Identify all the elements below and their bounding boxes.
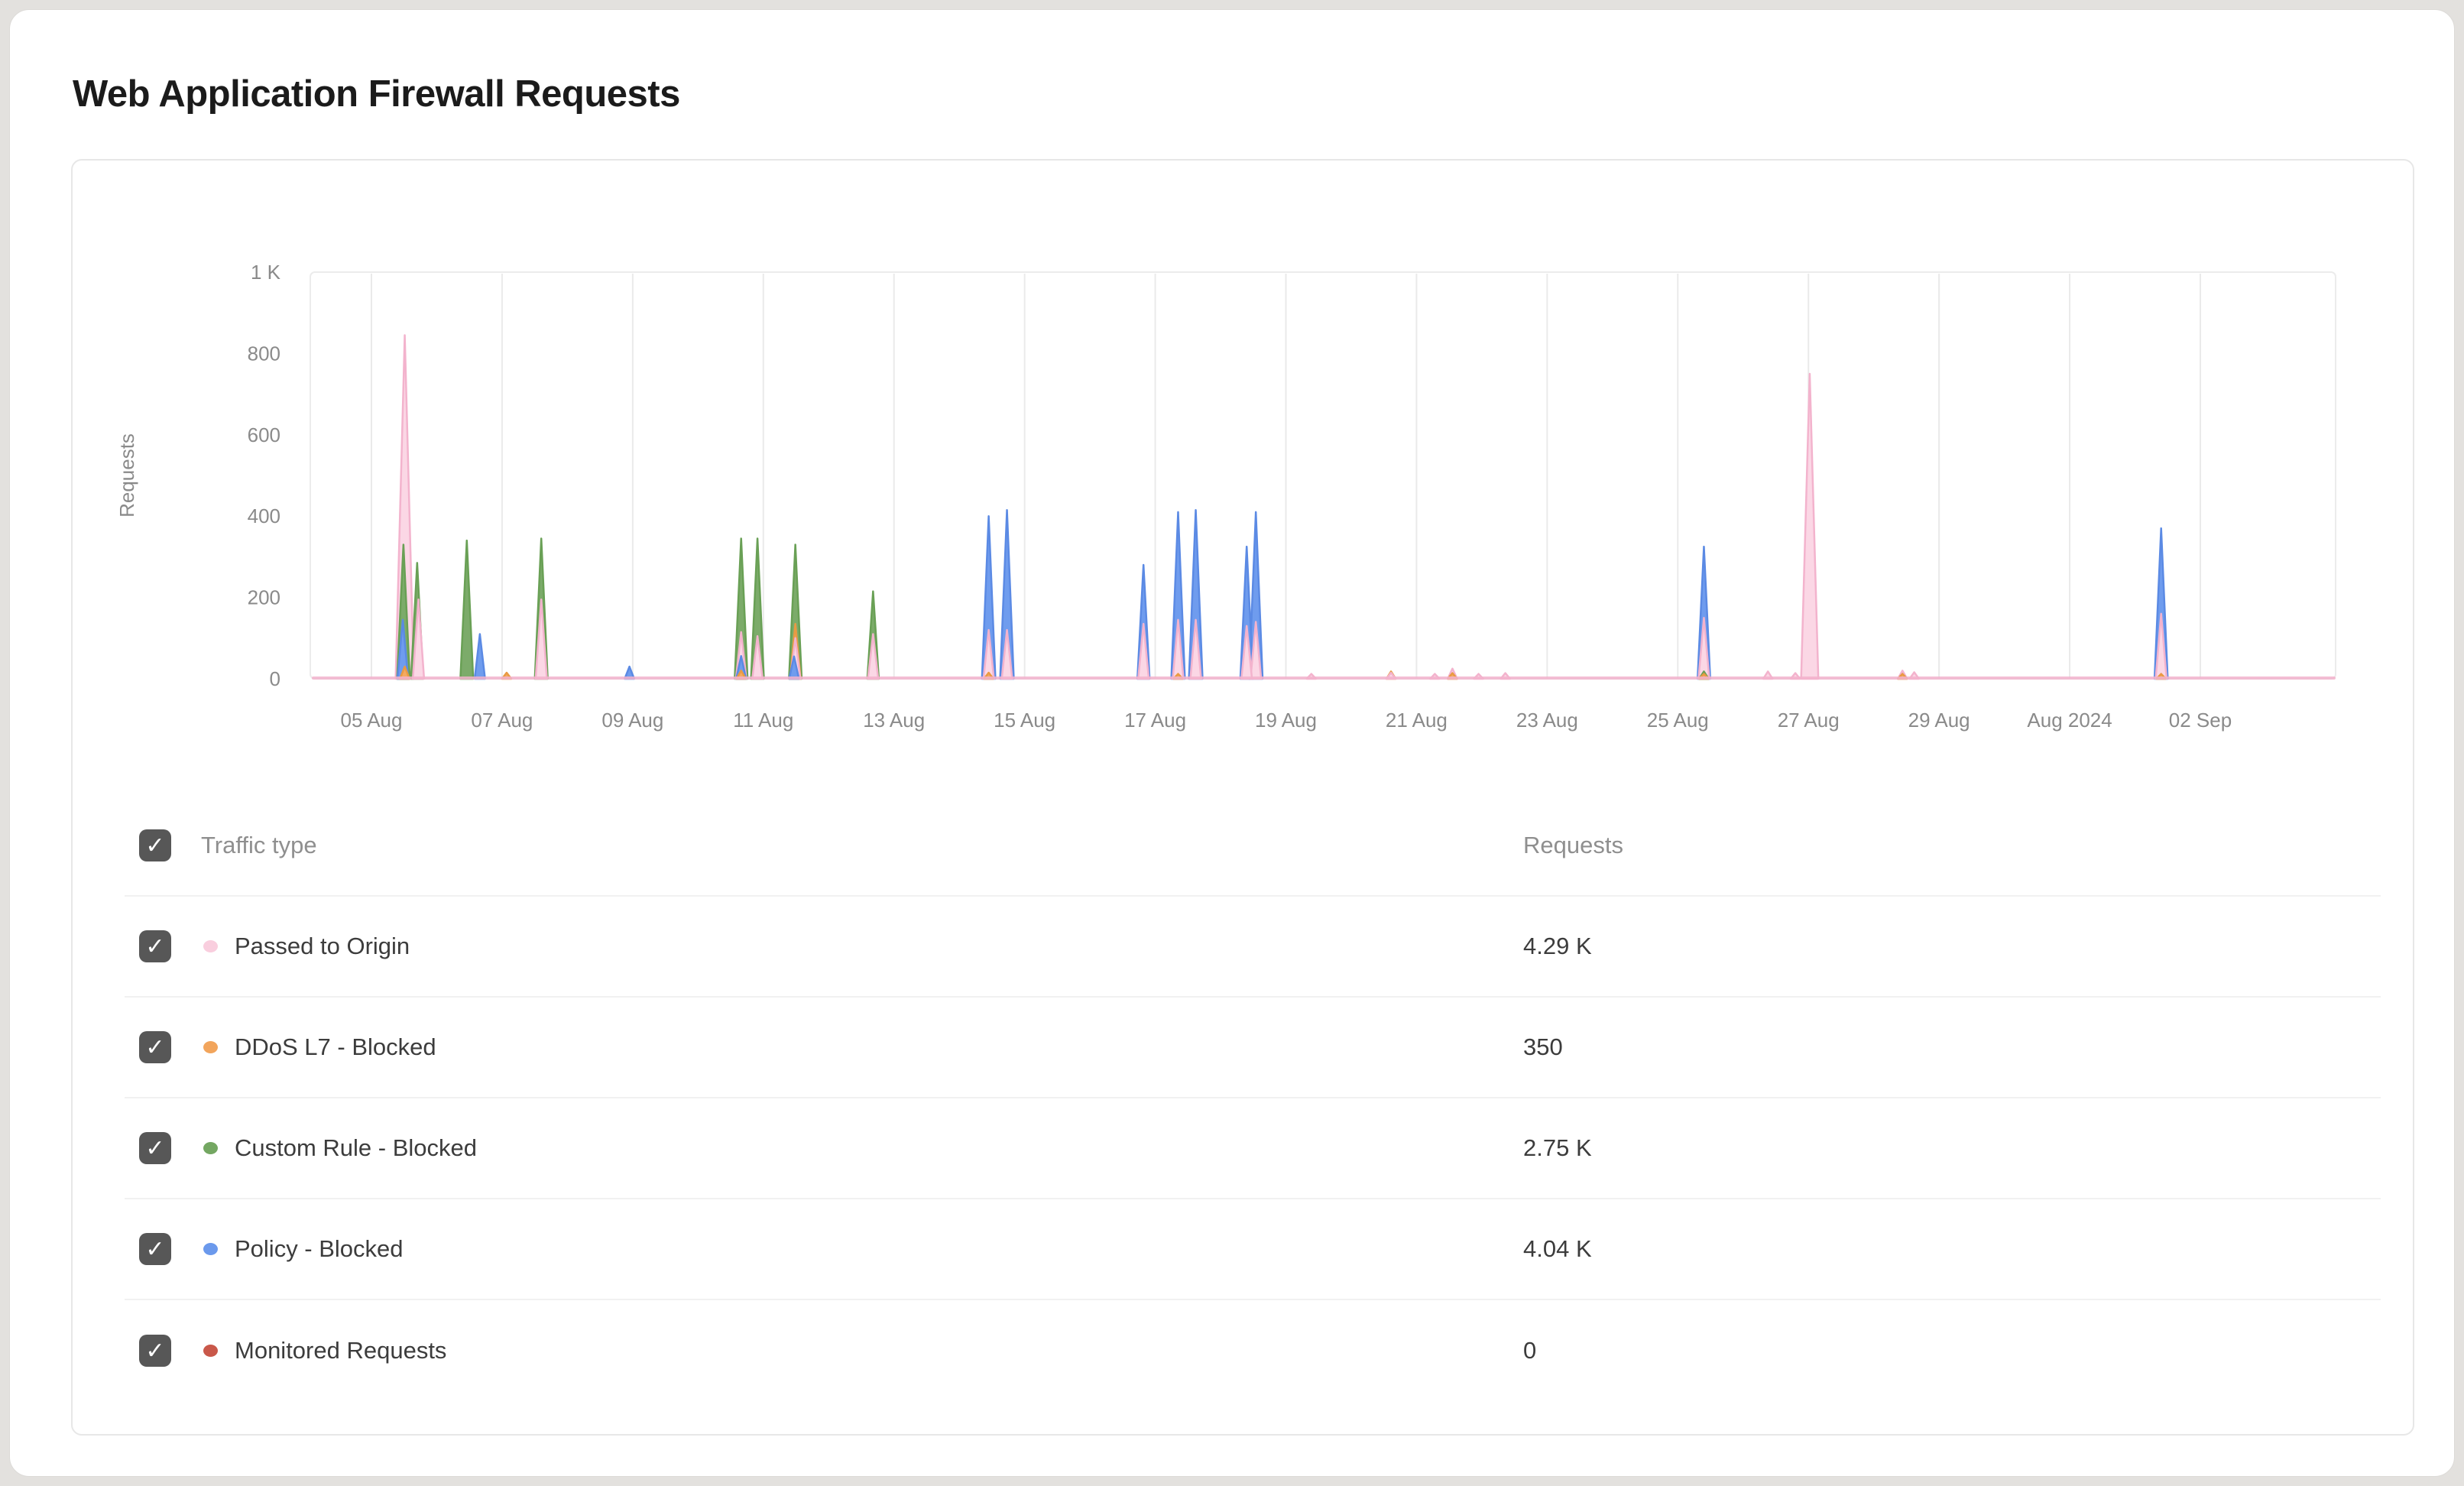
svg-text:25 Aug: 25 Aug	[1647, 709, 1709, 732]
svg-text:17 Aug: 17 Aug	[1124, 709, 1186, 732]
table-row-passed-to-origin[interactable]: ✓ Passed to Origin 4.29 K	[125, 897, 2381, 998]
svg-text:02 Sep: 02 Sep	[2169, 709, 2232, 732]
series-label: DDoS L7 - Blocked	[235, 1033, 436, 1060]
table-row-policy-blocked[interactable]: ✓ Policy - Blocked 4.04 K	[125, 1199, 2381, 1300]
table-row-custom-rule-blocked[interactable]: ✓ Custom Rule - Blocked 2.75 K	[125, 1098, 2381, 1199]
svg-text:0: 0	[270, 667, 280, 690]
svg-text:27 Aug: 27 Aug	[1778, 709, 1840, 732]
series-color-dot	[203, 940, 218, 952]
svg-text:11 Aug: 11 Aug	[733, 709, 793, 732]
series-request-count: 350	[1523, 1033, 1563, 1060]
svg-text:21 Aug: 21 Aug	[1386, 709, 1448, 732]
series-color-dot	[203, 1345, 218, 1357]
select-all-checkbox[interactable]: ✓	[139, 829, 171, 861]
svg-text:Aug 2024: Aug 2024	[2027, 709, 2112, 732]
row-checkbox[interactable]: ✓	[139, 1132, 171, 1164]
svg-text:Requests: Requests	[115, 433, 138, 518]
table-row-monitored-requests[interactable]: ✓ Monitored Requests 0	[125, 1300, 2381, 1401]
svg-text:07 Aug: 07 Aug	[471, 709, 533, 732]
series-label: Policy - Blocked	[235, 1235, 404, 1262]
chart-canvas: 05 Aug 07 Aug 09 Aug 11 Aug 13 Aug 15 Aug 17 A…	[115, 261, 2336, 732]
series-request-count: 2.75 K	[1523, 1134, 1592, 1161]
waf-requests-card: 05 Aug 07 Aug 09 Aug 11 Aug 13 Aug 15 Aug 17 A…	[71, 159, 2414, 1436]
row-checkbox[interactable]: ✓	[139, 1233, 171, 1265]
svg-text:29 Aug: 29 Aug	[1908, 709, 1970, 732]
svg-text:15 Aug: 15 Aug	[994, 709, 1055, 732]
series-request-count: 0	[1523, 1337, 1537, 1364]
series-request-count: 4.04 K	[1523, 1235, 1592, 1262]
series-label: Custom Rule - Blocked	[235, 1134, 478, 1161]
svg-text:400: 400	[248, 505, 280, 527]
row-checkbox[interactable]: ✓	[139, 930, 171, 962]
svg-text:800: 800	[248, 342, 280, 365]
svg-text:1 K: 1 K	[251, 261, 281, 284]
row-checkbox[interactable]: ✓	[139, 1335, 171, 1367]
svg-text:600: 600	[248, 423, 280, 446]
svg-text:23 Aug: 23 Aug	[1516, 709, 1578, 732]
svg-text:200: 200	[248, 586, 280, 609]
series-request-count: 4.29 K	[1523, 933, 1592, 959]
svg-text:13 Aug: 13 Aug	[863, 709, 925, 732]
series-label: Monitored Requests	[235, 1337, 447, 1364]
checkmark-icon: ✓	[145, 1338, 165, 1364]
checkmark-icon: ✓	[145, 1236, 165, 1262]
checkmark-icon: ✓	[145, 933, 165, 959]
series-label: Passed to Origin	[235, 933, 410, 959]
waf-requests-chart: 05 Aug 07 Aug 09 Aug 11 Aug 13 Aug 15 Aug 17 A…	[73, 161, 2413, 780]
series-color-dot	[203, 1041, 218, 1053]
checkmark-icon: ✓	[145, 1034, 165, 1060]
series-color-dot	[203, 1243, 218, 1255]
row-checkbox[interactable]: ✓	[139, 1031, 171, 1063]
checkmark-icon: ✓	[145, 832, 165, 858]
column-header-traffic-type: Traffic type	[201, 832, 317, 858]
page-title: Web Application Firewall Requests	[73, 73, 680, 115]
svg-text:05 Aug: 05 Aug	[341, 709, 403, 732]
column-header-requests: Requests	[1523, 832, 1623, 858]
app-window: Web Application Firewall Requests 05 Aug…	[9, 9, 2455, 1477]
svg-text:19 Aug: 19 Aug	[1255, 709, 1317, 732]
table-row-ddos-l7-blocked[interactable]: ✓ DDoS L7 - Blocked 350	[125, 998, 2381, 1098]
table-header-row: ✓ Traffic type Requests	[125, 796, 2381, 897]
series-color-dot	[203, 1142, 218, 1154]
traffic-type-table: ✓ Traffic type Requests ✓ Passed to Orig…	[125, 796, 2381, 1401]
svg-text:09 Aug: 09 Aug	[601, 709, 663, 732]
checkmark-icon: ✓	[145, 1135, 165, 1161]
